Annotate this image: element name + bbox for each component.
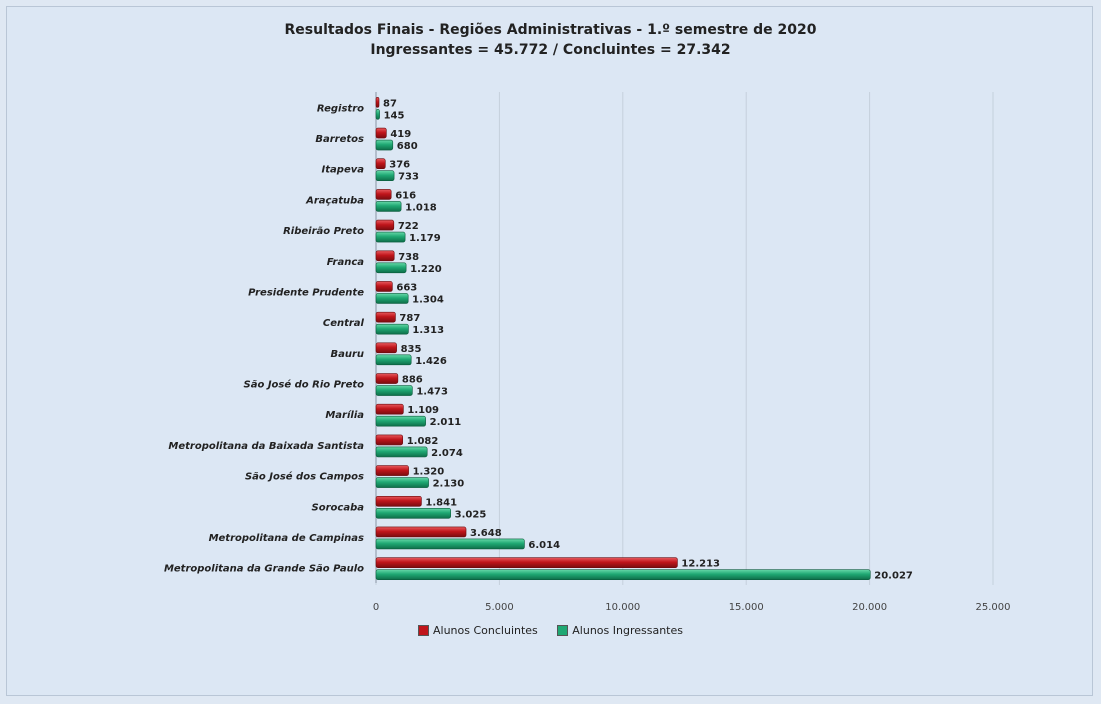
data-label: 680 — [397, 141, 418, 152]
bar-concluintes — [375, 557, 678, 568]
data-label: 1.220 — [410, 264, 442, 275]
bar-ingressantes — [375, 323, 409, 335]
bar-concluintes — [375, 250, 395, 262]
bar-ingressantes — [375, 109, 380, 120]
data-label: 835 — [401, 344, 422, 355]
bar-concluintes — [375, 342, 397, 354]
chart-title: Resultados Finais - Regiões Administrati… — [284, 22, 817, 38]
data-label: 2.011 — [430, 417, 462, 428]
x-tick-label: 25.000 — [976, 602, 1011, 613]
data-label: 12.213 — [681, 559, 720, 570]
bar-concluintes — [375, 465, 409, 476]
x-tick-label: 10.000 — [605, 602, 640, 613]
data-label: 787 — [399, 313, 420, 324]
data-label: 1.109 — [407, 405, 439, 416]
bar-concluintes — [375, 189, 392, 200]
category-label: Marília — [325, 409, 364, 421]
data-label: 2.130 — [433, 479, 465, 490]
data-label: 1.304 — [412, 294, 444, 305]
x-tick-label: 0 — [373, 602, 379, 613]
bar-concluintes — [375, 97, 380, 108]
data-label: 1.313 — [412, 325, 444, 336]
bar-concluintes — [375, 526, 467, 538]
category-label: Barretos — [315, 134, 364, 145]
data-label: 738 — [398, 252, 419, 263]
bar-ingressantes — [375, 507, 451, 519]
bar-ingressantes — [375, 354, 412, 366]
data-label: 1.018 — [405, 202, 437, 213]
bar-ingressantes — [375, 385, 413, 396]
data-label: 616 — [395, 190, 416, 201]
legend-swatch-concluintes — [418, 625, 429, 636]
data-label: 87 — [383, 98, 397, 109]
legend-item-concluintes: Alunos Concluintes — [418, 624, 538, 637]
bar-concluintes — [375, 158, 386, 170]
data-label: 1.082 — [407, 436, 439, 447]
data-label: 1.320 — [413, 467, 445, 478]
bar-concluintes — [375, 373, 399, 384]
x-tick-label: 20.000 — [852, 602, 887, 613]
data-label: 419 — [390, 129, 411, 140]
x-tick-label: 15.000 — [729, 602, 764, 613]
chart-legend: Alunos Concluintes Alunos Ingressantes — [0, 624, 1101, 639]
data-label: 722 — [398, 221, 419, 232]
legend-swatch-ingressantes — [557, 625, 569, 636]
category-label: Bauru — [330, 349, 364, 360]
bar-ingressantes — [375, 293, 409, 304]
bar-concluintes — [375, 219, 395, 231]
category-label: Ribeirão Preto — [283, 226, 364, 237]
bar-ingressantes — [375, 201, 402, 212]
bar-ingressantes — [375, 538, 525, 550]
bar-concluintes — [375, 434, 404, 446]
category-label: Registro — [317, 103, 364, 114]
bar-ingressantes — [375, 170, 395, 182]
bar-concluintes — [375, 311, 396, 323]
bar-concluintes — [375, 281, 393, 292]
data-label: 663 — [396, 282, 417, 293]
data-label: 6.014 — [528, 540, 560, 551]
category-label: Franca — [327, 257, 364, 268]
category-label: Araçatuba — [305, 195, 364, 206]
data-label: 886 — [402, 375, 423, 386]
data-label: 3.025 — [455, 509, 487, 520]
chart-subtitle: Ingressantes = 45.772 / Concluintes = 27… — [370, 42, 731, 58]
legend-label-concluintes: Alunos Concluintes — [433, 624, 538, 637]
chart-frame — [6, 6, 1093, 696]
bar-ingressantes — [375, 415, 426, 427]
data-label: 376 — [389, 160, 410, 171]
bar-ingressantes — [375, 139, 394, 151]
bar-ingressantes — [375, 569, 871, 580]
category-label: Sorocaba — [312, 502, 365, 513]
bar-ingressantes — [375, 262, 407, 274]
data-label: 733 — [398, 172, 419, 183]
data-label: 2.074 — [431, 448, 463, 459]
bar-concluintes — [375, 495, 422, 507]
legend-item-ingressantes: Alunos Ingressantes — [557, 624, 683, 637]
category-label: Metropolitana da Grande São Paulo — [164, 564, 364, 575]
category-label: São José do Rio Preto — [244, 379, 365, 391]
bar-concluintes — [375, 403, 404, 415]
category-label: Metropolitana de Campinas — [209, 533, 364, 544]
data-label: 1.426 — [415, 356, 447, 367]
bar-ingressantes — [375, 477, 429, 488]
category-label: Presidente Prudente — [248, 287, 364, 298]
category-label: Itapeva — [322, 165, 365, 176]
bar-ingressantes — [375, 446, 428, 458]
x-tick-label: 5.000 — [485, 602, 514, 613]
category-label: Metropolitana da Baixada Santista — [168, 441, 364, 452]
data-label: 1.473 — [416, 387, 448, 398]
data-label: 145 — [384, 110, 405, 121]
category-label: Central — [323, 318, 365, 329]
data-label: 3.648 — [470, 528, 502, 539]
bar-ingressantes — [375, 231, 406, 243]
data-label: 20.027 — [874, 571, 913, 582]
bar-concluintes — [375, 127, 387, 139]
data-label: 1.841 — [425, 497, 457, 508]
category-label: São José dos Campos — [245, 471, 364, 483]
legend-label-ingressantes: Alunos Ingressantes — [572, 624, 683, 637]
data-label: 1.179 — [409, 233, 441, 244]
